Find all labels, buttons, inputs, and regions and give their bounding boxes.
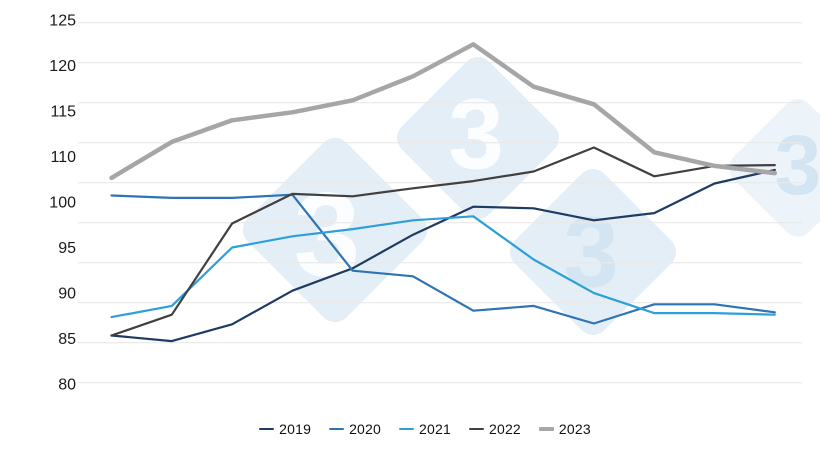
legend-swatch-2019 [259, 427, 275, 431]
watermark-diamond [397, 57, 559, 219]
y-axis-tick-label: 110 [50, 149, 76, 166]
legend-label: 2019 [279, 421, 312, 437]
legend-item-2020[interactable]: 2020 [329, 421, 381, 437]
watermark-3-glyph: 3 [448, 78, 504, 190]
legend-swatch-2021 [399, 427, 415, 431]
series-line-2023 [109, 42, 778, 181]
legend-label: 2020 [349, 421, 382, 437]
price-index-line-chart: 3 3 3 3 125 120 115 110 100 95 90 85 80 [49, 13, 820, 394]
legend-swatch-2023 [538, 426, 554, 432]
watermark-3-glyph: 3 [775, 118, 820, 212]
series-line-2020 [110, 193, 776, 325]
y-axis-tick-label: 85 [58, 331, 76, 348]
legend-label: 2021 [419, 421, 451, 437]
y-axis-tick-label: 90 [58, 286, 76, 303]
watermark-diamond [510, 169, 676, 335]
watermark-diamond [242, 137, 428, 323]
legend-swatch-2020 [329, 427, 345, 431]
legend-label: 2022 [488, 421, 521, 437]
series-line-2019 [110, 168, 776, 343]
legend-swatch-2022 [468, 427, 484, 431]
legend-item-2019[interactable]: 2019 [259, 421, 311, 437]
y-axis-tick-label: 80 [58, 377, 76, 394]
series-line-2021 [110, 215, 776, 319]
y-axis-tick-label: 100 [49, 195, 76, 212]
chart-legend: 2019 2020 2021 2022 2023 [30, 421, 820, 437]
y-axis-tick-label: 95 [58, 240, 76, 257]
watermark-diamond [729, 99, 820, 237]
y-axis-tick-label: 115 [50, 104, 76, 121]
series-line-2022 [110, 146, 776, 337]
legend-item-2023[interactable]: 2023 [538, 421, 591, 437]
legend-item-2022[interactable]: 2022 [468, 421, 521, 437]
legend-label: 2023 [558, 421, 591, 437]
legend-item-2021[interactable]: 2021 [399, 421, 451, 437]
y-axis-tick-label: 120 [49, 58, 76, 75]
y-axis-tick-label: 125 [49, 13, 76, 30]
